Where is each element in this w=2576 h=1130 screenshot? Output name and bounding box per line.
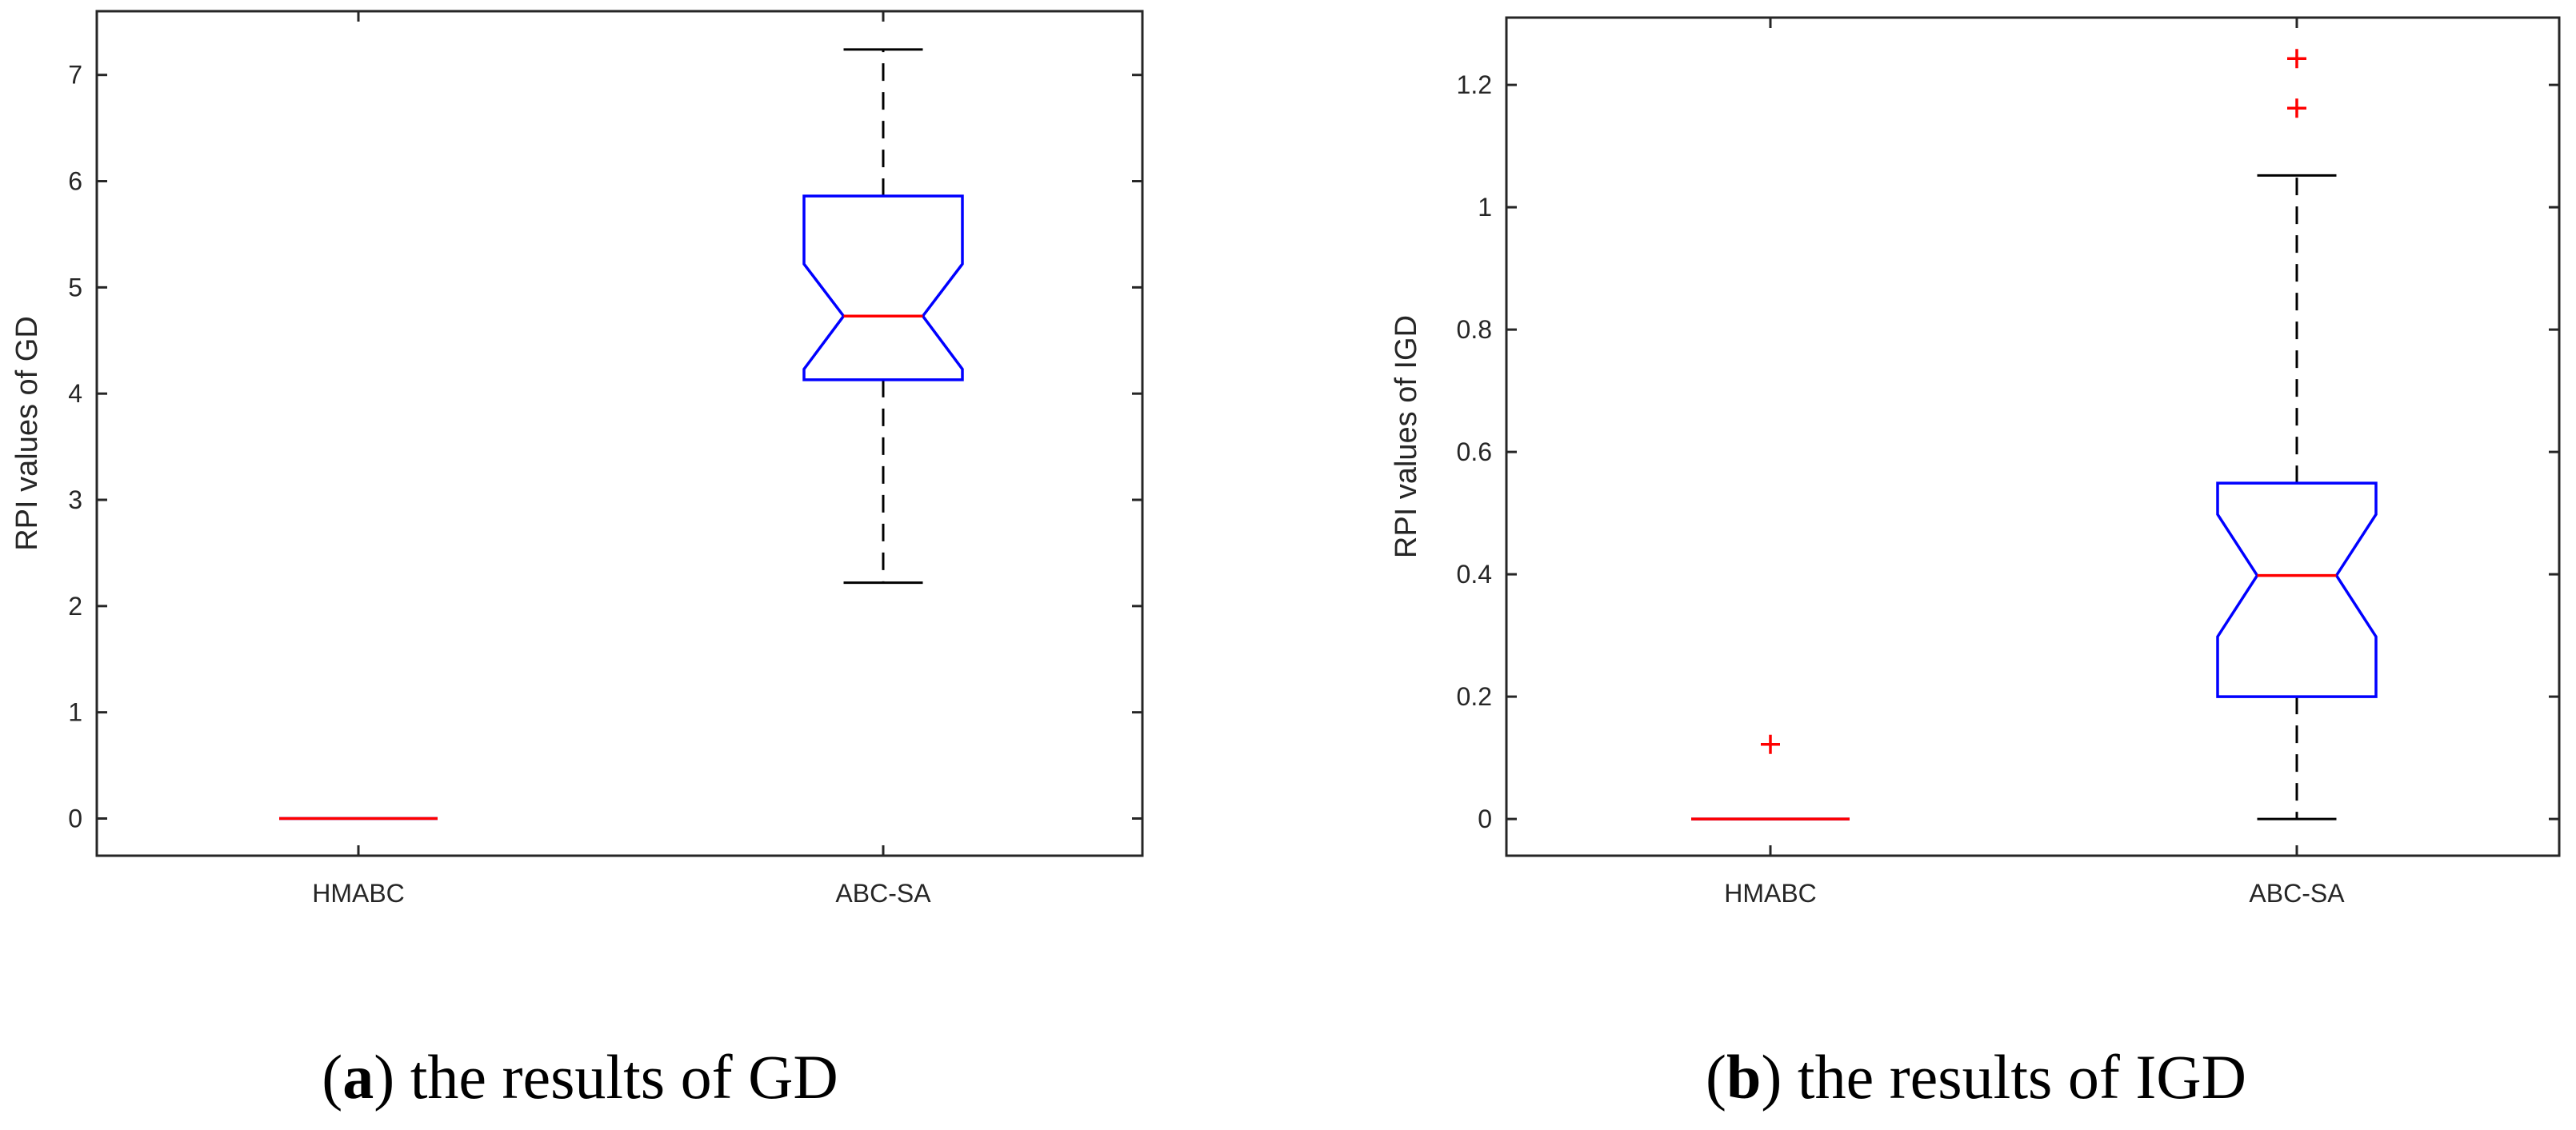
x-tick-label: ABC-SA: [835, 879, 931, 908]
caption-b-text: the results of IGD: [1797, 1042, 2246, 1112]
caption-a-letter: a: [342, 1042, 374, 1112]
x-tick-label: HMABC: [1724, 879, 1817, 908]
caption-b-letter: b: [1726, 1042, 1762, 1112]
y-tick-label: 3: [68, 485, 82, 514]
x-axis-b: HMABC ABC-SA: [1724, 18, 2345, 908]
outlier-point: [1761, 734, 1780, 754]
axes-frame-b: [1505, 16, 2561, 857]
y-tick-label: 1.2: [1457, 70, 1492, 99]
x-tick-label: ABC-SA: [2249, 879, 2345, 908]
y-tick-label: 0.4: [1457, 560, 1492, 589]
caption-b: (b) the results of IGD: [1706, 1042, 2246, 1112]
chart-panel-b: 0 0.2 0.4 0.6 0.8 1 1.2 HMABC ABC-SA RPI values o…: [1390, 16, 2561, 908]
chart-panel-a: 0 1 2 3 4 5 6 7 HMABC ABC-SA RPI values of GD: [10, 10, 1144, 908]
y-tick-label: 0.8: [1457, 315, 1492, 344]
y-tick-label: 1: [1478, 193, 1492, 222]
caption-a-text: the results of GD: [410, 1042, 838, 1112]
x-axis-a: HMABC ABC-SA: [312, 11, 931, 908]
x-tick-label: HMABC: [312, 879, 405, 908]
y-tick-label: 0.2: [1457, 682, 1492, 711]
outlier-point: [2287, 49, 2306, 69]
y-tick-label: 0.6: [1457, 437, 1492, 466]
y-axis-b: 0 0.2 0.4 0.6 0.8 1 1.2: [1457, 70, 2559, 833]
y-tick-label: 7: [68, 61, 82, 90]
y-axis-label-b: RPI values of IGD: [1390, 315, 1423, 558]
y-axis-label-a: RPI values of GD: [10, 316, 44, 551]
boxes-a: [279, 48, 964, 821]
y-tick-label: 6: [68, 167, 82, 196]
outlier-point: [2287, 98, 2306, 118]
y-tick-label: 4: [68, 379, 82, 408]
y-tick-label: 0: [68, 805, 82, 833]
box-abc-sa-b: [2216, 49, 2378, 821]
y-tick-label: 0: [1478, 805, 1492, 833]
box-body: [2216, 481, 2378, 698]
box-hmabc-b: [1691, 734, 1850, 821]
caption-a: (a) the results of GD: [322, 1042, 838, 1112]
y-tick-label: 5: [68, 273, 82, 301]
y-axis-a: 0 1 2 3 4 5 6 7: [68, 61, 1142, 833]
axes-frame-a: [95, 10, 1144, 857]
box-abc-sa-a: [802, 48, 964, 585]
boxes-b: [1691, 49, 2378, 821]
y-tick-label: 1: [68, 698, 82, 727]
box-body: [802, 194, 964, 381]
y-tick-label: 2: [68, 592, 82, 621]
